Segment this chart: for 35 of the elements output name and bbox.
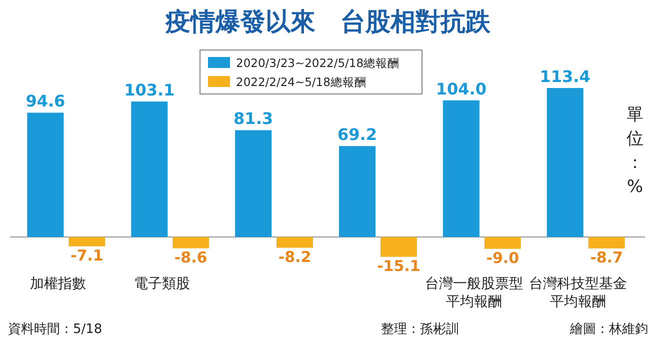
data-label: 69.2	[337, 125, 377, 144]
bar	[588, 237, 625, 248]
x-tick-label: 加權指數	[30, 276, 86, 292]
chart-title: 疫情爆發以來 台股相對抗跌	[164, 7, 492, 36]
bar	[235, 130, 272, 237]
data-label: 94.6	[26, 92, 66, 111]
data-label: 104.0	[436, 79, 486, 98]
data-label: -8.7	[590, 248, 623, 266]
data-label: 113.4	[540, 67, 590, 86]
legend-label: 2022/2/24~5/18總報酬	[236, 75, 366, 89]
bar	[131, 102, 168, 237]
bar	[442, 100, 480, 237]
x-tick-label: 台灣一般股票型平均報酬	[424, 276, 523, 310]
text: 繪圖：林維鈞	[569, 322, 648, 337]
bar	[172, 237, 210, 248]
data-label: -9.0	[486, 248, 520, 267]
bar	[380, 237, 417, 257]
text: 資料時間：5/18	[8, 322, 102, 337]
bar	[546, 88, 584, 237]
data-label: -8.2	[278, 248, 312, 266]
y-axis-title: 單位：%	[626, 105, 644, 197]
data-label: 81.3	[234, 109, 274, 128]
legend-label: 2020/3/23~2022/5/18總報酬	[236, 56, 400, 70]
bar	[484, 237, 521, 249]
data-label: 103.1	[124, 80, 175, 100]
data-label: -15.1	[377, 256, 420, 275]
bar	[276, 237, 314, 248]
data-label: -8.6	[174, 248, 208, 266]
text: 整理：孫彬訓	[381, 322, 459, 337]
x-tick-label: 台灣科技型基金平均報酬	[528, 276, 627, 310]
data-label: -7.1	[70, 246, 104, 264]
bar	[68, 237, 106, 246]
bar	[338, 146, 376, 237]
x-tick-label: 電子類股	[134, 276, 190, 292]
bar	[27, 112, 64, 237]
